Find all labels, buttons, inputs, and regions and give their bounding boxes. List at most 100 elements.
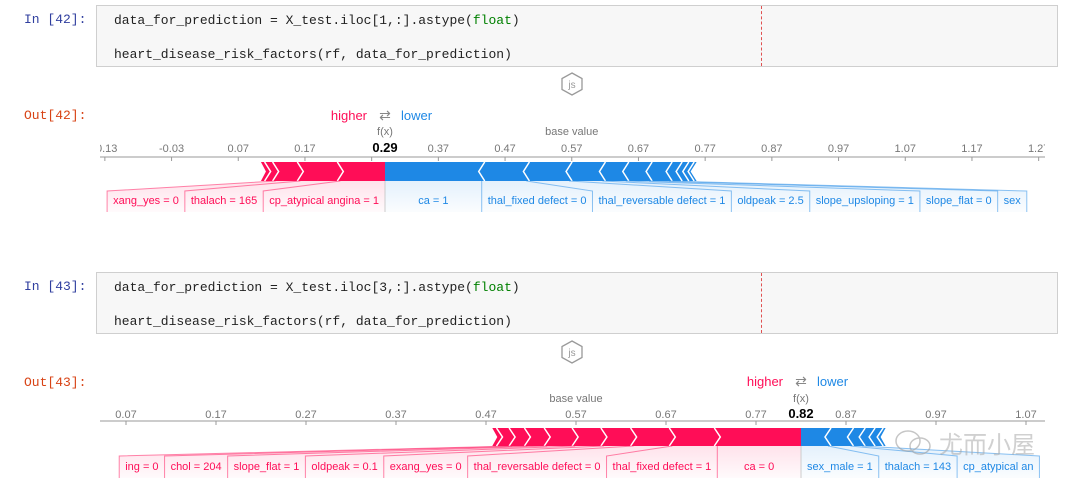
higher-connector-line [467,445,634,478]
higher-feature-label: ca = 0 [744,461,774,473]
lower-connector [569,181,810,212]
svg-text:js: js [567,80,575,91]
higher-segment-chevron [571,427,580,447]
lower-segment-chevron [690,161,699,182]
legend-arrow-icon: ⇄ [795,373,807,389]
input-prompt: In [42]: [24,12,87,27]
higher-connector-line [304,445,576,478]
higher-feature-label: thal_reversable defect = 0 [474,461,601,473]
lower-connector-line [569,180,732,212]
input-prompt: In [43]: [24,279,87,294]
lower-feature-label: sex [1004,195,1022,207]
higher-connector [184,181,341,212]
lower-segment-chevron [522,161,531,182]
x-tick-label: 0.77 [745,409,766,421]
higher-segment-chevron [495,427,504,447]
higher-segment-chevron [523,427,532,447]
higher-connector [467,446,673,478]
x-tick-label: 0.27 [295,409,316,421]
lower-connector-line [649,180,999,212]
line-length-ruler [761,273,762,333]
x-tick-label: 0.07 [228,143,249,155]
force-plot: -0.13 -0.03 0.07 0.17 0.37 0.47 0.57 0.67 0.77 0.… [100,107,1045,212]
lower-connector [385,181,482,212]
lower-connector [828,446,958,478]
force-plot: 0.07 0.17 0.27 0.37 0.47 0.57 0.67 0.77 0.87 0.97… [100,373,1045,478]
higher-connector [263,181,385,212]
x-tick-label: 0.87 [835,409,856,421]
higher-segment-chevron [629,427,638,447]
x-tick-label: 0.77 [694,143,715,155]
higher-feature-label: cp_atypical angina = 1 [269,195,379,207]
base-value-label: base value [545,126,598,138]
lower-segment-chevron [868,427,876,447]
higher-connector [305,446,604,478]
higher-feature-label: ing = 0 [125,461,158,473]
higher-connector [227,446,576,478]
x-tick-label: 0.07 [115,409,136,421]
lower-segment-chevron [665,161,673,182]
higher-segment-chevron [263,161,272,182]
x-tick-label: 1.07 [895,143,916,155]
fx-value: 0.29 [372,140,397,155]
lower-feature-label: slope_upsloping = 1 [816,195,914,207]
higher-bar [492,428,801,446]
fx-label: f(x) [793,393,809,405]
higher-segment-chevron [271,161,280,182]
js-hexagon-icon: js [561,72,583,96]
x-tick-label: 0.47 [475,409,496,421]
x-tick-label: 0.47 [494,143,515,155]
higher-segment-chevron [668,427,677,447]
x-tick-label: 0.17 [294,143,315,155]
higher-connector-line [227,445,548,478]
higher-connector-line [383,445,604,478]
output-prompt: Out[43]: [24,375,87,390]
fx-value: 0.82 [788,406,813,421]
code-cell[interactable]: data_for_prediction = X_test.iloc[1,:].a… [96,5,1058,67]
lower-segment-chevron [477,161,486,182]
lower-feature-label: thal_reversable defect = 1 [598,195,725,207]
code-cell[interactable]: data_for_prediction = X_test.iloc[3,:].a… [96,272,1058,334]
code-text: data_for_prediction = X_test.iloc[3,:].a… [114,280,473,295]
x-tick-label: 1.07 [1015,409,1036,421]
higher-feature-label: slope_flat = 1 [234,461,300,473]
x-tick-label: 0.57 [561,143,582,155]
higher-segment-chevron [600,427,608,447]
lower-segment-chevron [824,427,832,447]
lower-connector-line [602,180,811,212]
higher-connector-line [184,180,301,212]
plot-area: 0.07 0.17 0.27 0.37 0.47 0.57 0.67 0.77 0.87 0.97… [100,409,1045,478]
higher-connector-line [606,445,673,478]
code-keyword: float [472,280,512,295]
x-tick-label: 0.67 [655,409,676,421]
lower-feature-label: thalach = 143 [885,461,951,473]
lower-segment-chevron [621,161,630,182]
lower-segment-chevron [858,427,866,447]
higher-connector [606,446,718,478]
lower-bar [385,162,698,181]
legend-higher: higher [747,374,784,389]
lower-feature-label: ca = 1 [418,195,448,207]
lower-connector-line [625,180,921,212]
fx-label: f(x) [377,126,393,138]
lower-feature-label: cp_atypical an [963,461,1033,473]
lower-feature-label: oldpeak = 2.5 [737,195,803,207]
legend-lower: lower [817,374,849,389]
lower-segment-chevron [565,161,573,182]
x-tick-label: -0.03 [159,143,184,155]
higher-segment-chevron [713,427,722,447]
x-tick-label: 0.37 [385,409,406,421]
lower-segment-chevron [598,161,607,182]
x-tick-label: 0.17 [205,409,226,421]
higher-connector-line [118,445,513,478]
watermark-text: 尤而小屋 [939,431,1035,459]
higher-bar [260,162,385,181]
wechat-icon [895,429,931,455]
lower-segment-chevron [687,161,695,182]
lower-connector-line [526,180,593,212]
x-tick-label: 0.57 [565,409,586,421]
code-keyword: float [472,13,512,28]
higher-connector [717,446,801,478]
x-tick-label: 0.37 [428,143,449,155]
x-tick-label: 0.97 [925,409,946,421]
